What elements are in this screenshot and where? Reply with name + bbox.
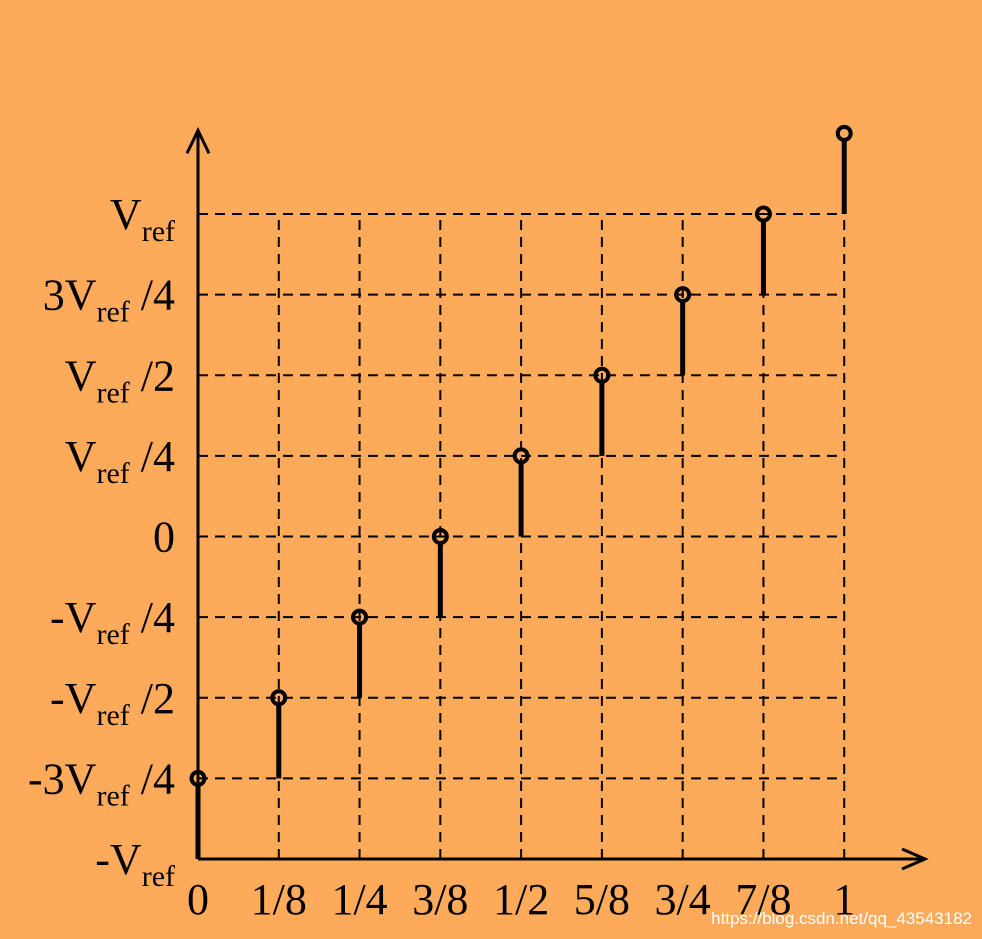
x-tick-label: 5/8 bbox=[574, 875, 630, 924]
y-tick-label: Vref /2 bbox=[65, 351, 175, 409]
x-tick-label: 3/8 bbox=[412, 875, 468, 924]
stem-marker bbox=[674, 286, 692, 304]
y-tick-label: -Vref /2 bbox=[50, 674, 175, 732]
x-tick-label: 1/8 bbox=[251, 875, 307, 924]
stem-marker bbox=[431, 528, 449, 546]
y-tick-label: -Vref /4 bbox=[50, 593, 175, 651]
watermark: https://blog.csdn.net/qq_43543182 bbox=[711, 909, 972, 928]
x-tick-label: 1/4 bbox=[331, 875, 387, 924]
y-axis-arrow bbox=[185, 126, 211, 155]
stem-marker bbox=[270, 689, 288, 707]
y-tick-label: Vref bbox=[110, 190, 175, 248]
y-tick-label: Vref /4 bbox=[65, 432, 175, 490]
stem-marker bbox=[512, 447, 530, 465]
y-tick-label: -3Vref /4 bbox=[28, 754, 175, 812]
x-tick-label: 1 bbox=[833, 875, 855, 924]
y-tick-label: 0 bbox=[153, 513, 175, 562]
x-tick-label: 7/8 bbox=[735, 875, 791, 924]
stem-marker bbox=[754, 205, 772, 223]
y-tick-label: -Vref bbox=[95, 835, 175, 893]
stem-marker bbox=[189, 769, 207, 787]
y-tick-label: 3Vref /4 bbox=[43, 271, 175, 329]
stem-marker bbox=[351, 608, 369, 626]
x-tick-label: 3/4 bbox=[655, 875, 711, 924]
stem-marker bbox=[593, 366, 611, 384]
x-axis-arrow bbox=[901, 847, 929, 871]
x-tick-label: 0 bbox=[187, 875, 209, 924]
stem-marker bbox=[835, 124, 853, 142]
x-tick-label: 1/2 bbox=[493, 875, 549, 924]
